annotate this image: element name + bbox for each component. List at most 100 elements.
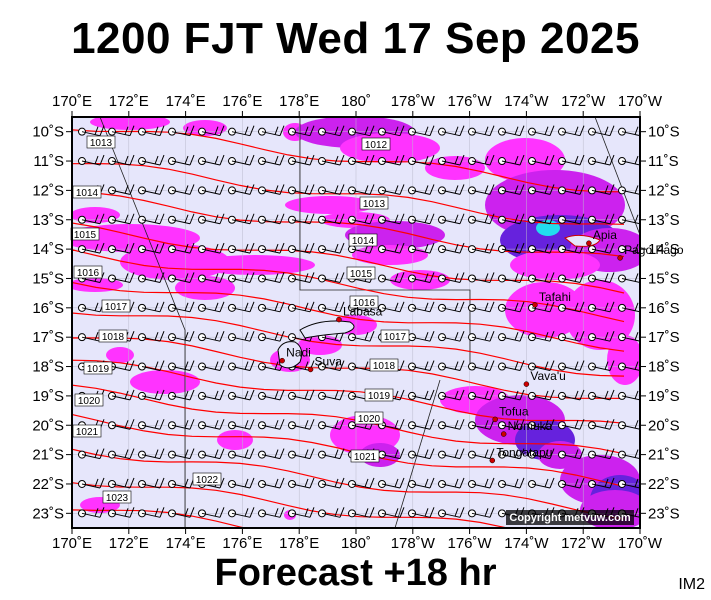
wind-barb xyxy=(288,213,315,225)
wind-barb xyxy=(258,448,285,460)
wind-barb xyxy=(288,477,315,489)
wind-barb xyxy=(588,184,615,195)
wind-barb xyxy=(318,477,345,489)
isobar-label: 1019 xyxy=(364,388,394,402)
svg-text:1023: 1023 xyxy=(106,493,129,504)
wind-barb xyxy=(318,184,345,195)
wind-barb xyxy=(228,507,255,518)
wind-barb xyxy=(228,213,255,225)
wind-barb xyxy=(348,184,375,195)
lon-label-top: 180˚ xyxy=(341,93,371,110)
wind-barb xyxy=(438,507,465,518)
wind-barb xyxy=(408,389,435,401)
wind-barb xyxy=(318,213,345,225)
lon-label-bottom: 174˚W xyxy=(504,535,549,552)
wind-barb xyxy=(228,448,255,460)
wind-barb xyxy=(138,507,165,518)
wind-barb xyxy=(588,125,615,137)
wind-barb xyxy=(378,184,405,195)
wind-barb xyxy=(528,242,555,254)
wind-barb xyxy=(108,477,135,489)
wind-barb xyxy=(558,213,585,225)
place-marker: Apia xyxy=(586,228,617,246)
wind-barb xyxy=(78,448,105,460)
wind-barb xyxy=(138,125,165,137)
wind-barb xyxy=(228,184,255,195)
wind-barb xyxy=(258,184,285,195)
wind-barb xyxy=(168,272,195,283)
lat-label-left: 19˚S xyxy=(32,388,64,405)
svg-text:1019: 1019 xyxy=(368,391,391,402)
place-marker: Tafahi xyxy=(532,290,571,308)
wind-barb xyxy=(408,507,435,518)
wind-barb xyxy=(468,360,495,372)
wind-barb xyxy=(198,272,225,283)
isobar-label: 1015 xyxy=(346,266,376,280)
wind-barb xyxy=(528,389,555,401)
isobar-label: 1021 xyxy=(72,424,102,438)
wind-barb xyxy=(588,301,615,313)
wind-barb xyxy=(108,507,135,518)
lat-label-left: 23˚S xyxy=(32,505,64,522)
wind-barb xyxy=(288,419,315,430)
wind-barb xyxy=(498,213,525,225)
wind-barb xyxy=(408,360,435,372)
wind-barb xyxy=(168,125,195,137)
isobar xyxy=(72,448,625,520)
lon-label-bottom: 176˚E xyxy=(222,535,262,552)
wind-barb xyxy=(498,330,525,342)
precip-area xyxy=(285,196,375,214)
isobar-label: 1013 xyxy=(86,135,116,149)
wind-barb xyxy=(438,272,465,283)
lon-label-top: 176˚E xyxy=(222,93,262,110)
wind-barb xyxy=(528,477,555,489)
wind-barb xyxy=(438,154,465,166)
place-marker: Tongatapu xyxy=(489,445,552,464)
svg-text:Apia: Apia xyxy=(593,228,617,242)
wind-barb xyxy=(618,243,640,254)
wind-barb xyxy=(198,154,225,166)
wind-barb xyxy=(438,360,465,372)
wind-barb xyxy=(468,330,495,342)
wind-barb xyxy=(138,360,165,372)
wind-barb xyxy=(588,477,615,489)
wind-barb xyxy=(438,242,465,254)
wind-barb xyxy=(378,242,405,254)
wind-barb xyxy=(618,420,640,430)
wind-barb xyxy=(528,125,555,137)
wind-barb xyxy=(408,448,435,460)
wind-barb xyxy=(618,390,640,401)
wind-barb xyxy=(498,360,525,372)
wind-barb xyxy=(318,360,345,372)
wind-barb xyxy=(408,242,435,254)
wind-barb xyxy=(228,125,255,137)
wind-barb xyxy=(288,301,315,313)
wind-barb xyxy=(408,213,435,225)
wind-barb xyxy=(378,154,405,166)
wind-barb xyxy=(198,125,225,137)
isobar-label: 1022 xyxy=(192,472,222,486)
precip-area xyxy=(565,280,635,350)
wind-barb xyxy=(78,154,105,166)
lat-label-right: 14˚S xyxy=(648,241,680,258)
svg-text:1018: 1018 xyxy=(102,332,125,343)
lat-label-left: 21˚S xyxy=(32,447,64,464)
wind-barb xyxy=(288,154,315,166)
wind-barb xyxy=(168,242,195,254)
wind-barb xyxy=(588,360,615,372)
wind-barb xyxy=(378,125,405,137)
wind-barb xyxy=(558,242,585,254)
map-title: 1200 FJT Wed 17 Sep 2025 xyxy=(71,14,640,63)
wind-barb xyxy=(168,507,195,518)
wind-barb xyxy=(558,419,585,430)
wind-barb xyxy=(408,419,435,430)
svg-text:1016: 1016 xyxy=(353,298,376,309)
wind-barb xyxy=(78,125,105,137)
copyright-box: Copyright metvuw.com xyxy=(506,510,634,525)
wind-barb xyxy=(588,154,615,166)
precip-area xyxy=(195,255,315,275)
isobar-label: 1020 xyxy=(74,393,104,407)
lon-label-bottom: 174˚E xyxy=(166,535,206,552)
wind-barb xyxy=(528,419,555,430)
isobar-label: 1014 xyxy=(348,233,378,247)
